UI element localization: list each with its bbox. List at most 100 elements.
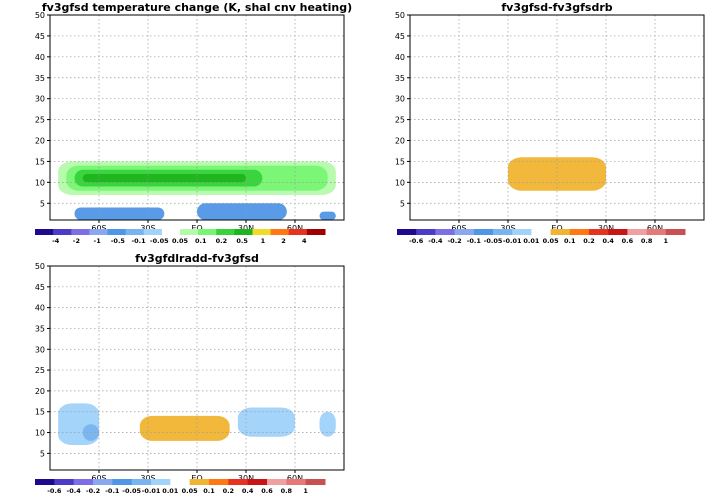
x-tick-label: 30S xyxy=(500,224,515,233)
x-tick-label: 60S xyxy=(91,224,106,233)
x-tick-label: 60S xyxy=(451,224,466,233)
x-tick-label: EQ xyxy=(551,224,562,233)
y-tick-label: 25 xyxy=(395,116,405,125)
colorbar-label: 0.2 xyxy=(223,487,235,495)
y-tick-label: 15 xyxy=(395,157,405,166)
colorbar: -0.6 -0.4 -0.2 -0.1 -0.05 -0.01 0.01 0.05 0.1 0.2… xyxy=(397,229,686,245)
y-tick-label: 5 xyxy=(40,199,45,208)
chart-title: fv3gfdlradd-fv3gfsd xyxy=(135,252,259,265)
colorbar-label: 0.05 xyxy=(182,487,199,495)
x-tick-label: 30N xyxy=(598,224,614,233)
colorbar-label: 0.2 xyxy=(583,237,595,245)
y-tick-label: 35 xyxy=(35,324,45,333)
colorbar-swatch xyxy=(569,229,590,235)
colorbar-swatch xyxy=(73,479,94,485)
colorbar-swatch xyxy=(198,229,217,235)
colorbar-label: 1 xyxy=(303,487,308,495)
colorbar: -0.6 -0.4 -0.2 -0.1 -0.05 -0.01 0.01 0.05 0.1 0.2… xyxy=(35,479,326,495)
colorbar-swatch xyxy=(267,479,287,485)
colorbar-swatch xyxy=(493,229,513,235)
colorbar-swatch xyxy=(473,229,494,235)
y-tick-label: 50 xyxy=(35,11,45,20)
y-tick-label: 10 xyxy=(395,178,405,187)
y-tick-label: 20 xyxy=(395,137,405,146)
colorbar: -4 -2 -1 -0.5 -0.1 -0.05 0.05 0.1 0.2 0.5 1 2 4 xyxy=(35,229,326,245)
chart-panel-1: fv3gfsd temperature change (K, shal cnv … xyxy=(35,1,352,245)
colorbar-label: -0.1 xyxy=(467,237,482,245)
colorbar-swatch xyxy=(646,229,667,235)
colorbar-label: -0.05 xyxy=(484,237,503,245)
chart-title: fv3gfsd-fv3gfsdrb xyxy=(501,1,612,14)
y-tick-label: 40 xyxy=(35,304,45,313)
contour-blob-4 xyxy=(237,407,295,437)
colorbar-label: 0.2 xyxy=(216,237,228,245)
colorbar-swatch xyxy=(252,229,272,235)
colorbar-label: 0.6 xyxy=(622,237,634,245)
colorbar-swatch xyxy=(125,229,145,235)
colorbar-label: -0.05 xyxy=(150,237,169,245)
colorbar-swatch xyxy=(665,229,686,235)
y-tick-label: 5 xyxy=(40,449,45,458)
y-tick-label: 10 xyxy=(35,178,45,187)
y-tick-label: 15 xyxy=(35,157,45,166)
x-tick-label: 60N xyxy=(287,474,303,483)
colorbar-label: -0.01 xyxy=(142,487,161,495)
colorbar-label: -2 xyxy=(73,237,80,245)
y-tick-label: 30 xyxy=(35,95,45,104)
colorbar-swatch xyxy=(35,479,55,485)
y-tick-label: 20 xyxy=(35,387,45,396)
colorbar-label: 0.6 xyxy=(261,487,273,495)
colorbar-label: 0.1 xyxy=(564,237,576,245)
colorbar-swatch xyxy=(234,229,253,235)
contour-fills xyxy=(508,157,606,191)
colorbar-swatch xyxy=(112,479,133,485)
colorbar-label: 0.01 xyxy=(162,487,179,495)
y-tick-label: 35 xyxy=(395,74,405,83)
contour-blob-4 xyxy=(82,173,247,183)
contour-fills xyxy=(58,161,336,220)
colorbar-swatch xyxy=(131,479,152,485)
colorbar-label: 0.1 xyxy=(203,487,215,495)
y-tick-label: 45 xyxy=(35,283,45,292)
colorbar-swatch xyxy=(531,229,552,235)
contour-blob-7 xyxy=(319,211,336,220)
colorbar-label: -0.2 xyxy=(447,237,461,245)
colorbar-swatch xyxy=(54,479,75,485)
colorbar-swatch xyxy=(143,229,163,235)
y-tick-label: 40 xyxy=(35,53,45,62)
colorbar-label: -1 xyxy=(94,237,102,245)
y-tick-label: 20 xyxy=(35,137,45,146)
colorbar-label: -0.1 xyxy=(131,237,146,245)
colorbar-label: 0.8 xyxy=(281,487,293,495)
colorbar-label: 0.05 xyxy=(172,237,189,245)
colorbar-swatch xyxy=(247,479,268,485)
colorbar-swatch xyxy=(397,229,417,235)
x-tick-label: 60N xyxy=(287,224,303,233)
chart-panel-2: fv3gfsd-fv3gfsdrb 5 10 15 20 25 30 35 40 45 50 60S 3… xyxy=(395,1,705,245)
y-tick-label: 10 xyxy=(35,429,45,438)
y-tick-label: 45 xyxy=(35,32,45,41)
colorbar-swatch xyxy=(608,229,628,235)
x-tick-label: 30N xyxy=(238,474,254,483)
contour-blob-1 xyxy=(508,157,606,191)
y-tick-label: 30 xyxy=(395,95,405,104)
colorbar-label: -0.6 xyxy=(409,237,424,245)
y-tick-label: 50 xyxy=(395,11,405,20)
colorbar-swatch xyxy=(416,229,436,235)
colorbar-label: -4 xyxy=(52,237,60,245)
colorbar-swatch xyxy=(435,229,456,235)
contour-fills xyxy=(58,403,336,446)
y-tick-label: 45 xyxy=(395,32,405,41)
colorbar-swatch xyxy=(189,479,210,485)
colorbar-swatch xyxy=(454,229,475,235)
colorbar-swatch xyxy=(306,229,326,235)
chart-title: fv3gfsd temperature change (K, shal cnv … xyxy=(42,1,352,14)
colorbar-swatch xyxy=(286,479,307,485)
colorbar-label: 0.5 xyxy=(236,237,248,245)
x-tick-label: EQ xyxy=(191,224,202,233)
x-tick-label: 30S xyxy=(140,474,155,483)
colorbar-label: 0.8 xyxy=(641,237,653,245)
x-tick-label: EQ xyxy=(191,474,202,483)
colorbar-swatch xyxy=(627,229,648,235)
